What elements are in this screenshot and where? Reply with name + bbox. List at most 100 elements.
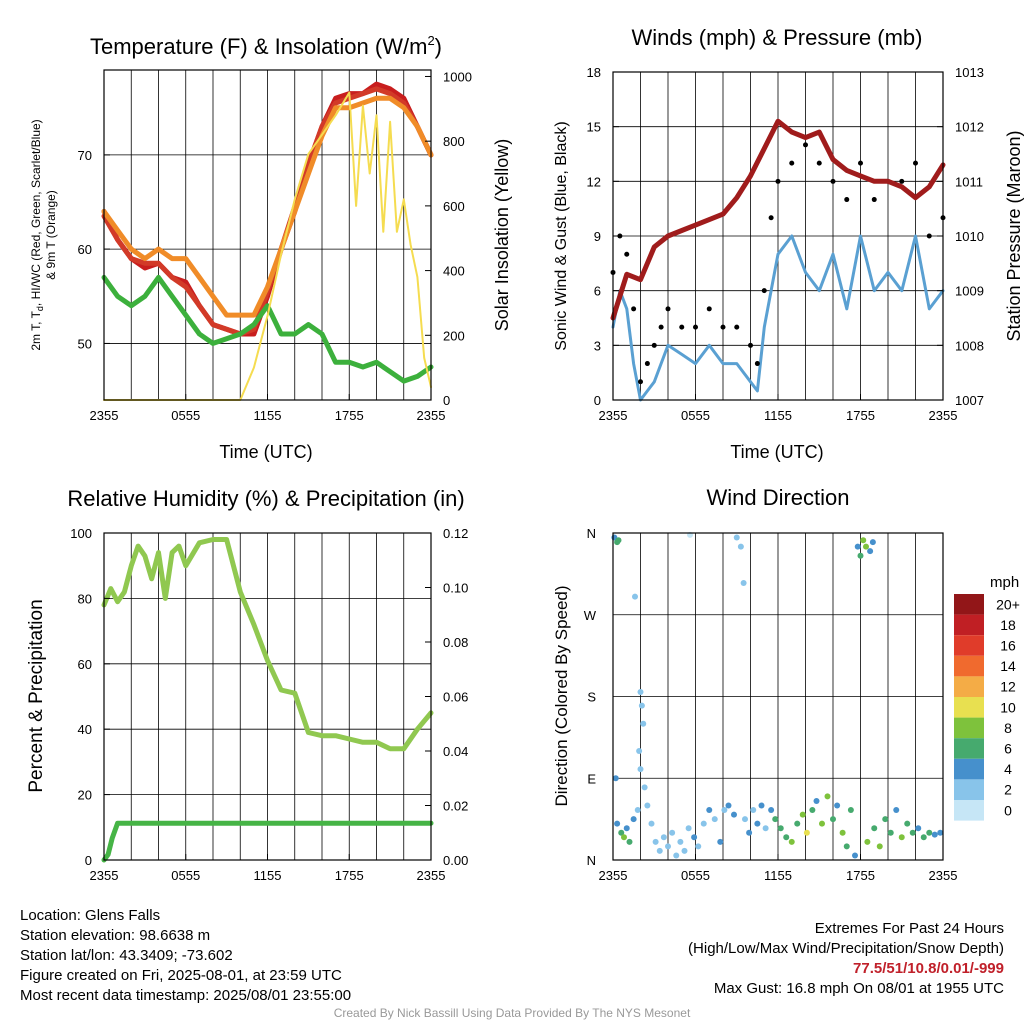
- x-tick-label: 1155: [764, 408, 792, 423]
- relative-humidity-line: [101, 537, 434, 752]
- td-line: [101, 274, 434, 384]
- direction-point: [632, 593, 638, 600]
- y-tick-label-left: 20: [78, 788, 92, 803]
- y-tick-label-left: 100: [70, 526, 92, 541]
- direction-point: [869, 539, 876, 546]
- direction-grid: [613, 533, 943, 860]
- direction-point: [909, 829, 916, 836]
- x-tick-label: 0555: [681, 408, 710, 423]
- temperature-y-label-right: Solar Insolation (Yellow): [492, 139, 512, 331]
- gust-point: [803, 142, 808, 148]
- direction-point: [926, 829, 933, 836]
- x-tick-label: 0555: [171, 868, 200, 883]
- direction-point: [777, 825, 784, 832]
- station-elevation: Station elevation: 98.6638 m: [20, 927, 211, 944]
- x-tick-label: 1755: [335, 408, 364, 423]
- direction-point: [614, 820, 621, 827]
- gust-point: [651, 342, 657, 348]
- direction-point: [677, 838, 684, 845]
- extremes-values: 77.5/51/10.8/0.01/-999: [853, 960, 1004, 977]
- y-tick-label-left: 70: [78, 148, 92, 163]
- colorbar-label: 18: [1000, 617, 1016, 633]
- y-tick-label-left: 50: [78, 336, 92, 351]
- winds-axes: 2355 0555 1155 1755 235503691215181007100810…: [587, 65, 984, 423]
- panel-winds: Winds (mph) & Pressure (mb) 2355 0555 1155…: [553, 25, 1024, 462]
- extremes-legend: (High/Low/Max Wind/Precipitation/Snow De…: [688, 940, 1004, 957]
- y-tick-label: N: [587, 853, 596, 868]
- gust-point: [624, 251, 630, 257]
- sonic-wind-line: [611, 234, 945, 402]
- colorbar-label: 2: [1004, 782, 1012, 798]
- colorbar-swatch: [954, 594, 984, 615]
- direction-point: [854, 543, 861, 550]
- y-tick-label-right: 600: [443, 199, 465, 214]
- gust-point: [734, 324, 740, 330]
- max-gust: Max Gust: 16.8 mph On 08/01 at 1955 UTC: [713, 980, 1004, 997]
- humidity-series: [101, 537, 434, 863]
- y-tick-label-right: 0.00: [443, 853, 468, 868]
- colorbar-swatch: [954, 614, 984, 636]
- y-tick-label: S: [587, 690, 596, 705]
- gust-point: [816, 160, 822, 166]
- x-tick-label: 1755: [335, 868, 364, 883]
- humidity-axes: 2355 0555 1155 1755 23550204060801000.000.02…: [70, 526, 468, 883]
- direction-point: [733, 534, 740, 541]
- direction-point: [871, 825, 878, 832]
- y-tick-label-left: 18: [587, 65, 601, 80]
- gust-point: [631, 306, 637, 312]
- direction-point: [772, 816, 779, 823]
- y-tick-label-right: 0: [443, 393, 450, 408]
- y-tick-label-left: 0: [594, 393, 601, 408]
- direction-point: [656, 847, 663, 854]
- colorbar-label: 4: [1004, 761, 1012, 777]
- direction-point: [618, 829, 625, 836]
- direction-point: [876, 843, 883, 850]
- colorbar-label: 0: [1004, 802, 1012, 818]
- panel-humidity: Relative Humidity (%) & Precipitation (i…: [26, 486, 468, 883]
- colorbar-swatch: [954, 717, 984, 739]
- direction-point: [691, 834, 698, 841]
- gust-point: [844, 197, 850, 203]
- gust-point: [748, 342, 753, 348]
- direction-point: [750, 807, 757, 814]
- y-tick-label-right: 1009: [955, 284, 984, 299]
- direction-point: [843, 843, 850, 850]
- extremes-heading: Extremes For Past 24 Hours: [814, 920, 1004, 937]
- y-tick-label-right: 1011: [955, 174, 983, 189]
- y-tick-label-right: 1007: [955, 393, 984, 408]
- gust-point: [926, 233, 932, 239]
- direction-point: [819, 820, 825, 827]
- credit-line: Created By Nick Bassill Using Data Provi…: [333, 1006, 691, 1020]
- temperature-x-label: Time (UTC): [219, 442, 312, 462]
- gust-point: [789, 160, 795, 166]
- y-tick-label-left: 0: [85, 853, 92, 868]
- winds-x-label: Time (UTC): [730, 442, 823, 462]
- direction-point: [640, 720, 647, 727]
- y-tick-label: N: [587, 526, 596, 541]
- gust-point: [706, 306, 712, 312]
- direction-point: [803, 829, 810, 836]
- colorbar-swatch: [954, 779, 984, 800]
- direction-point: [740, 579, 747, 586]
- panel-direction: Wind Direction 2355 0555 1155 1755 2355NESWN…: [552, 485, 1020, 883]
- y-tick-label-right: 0.06: [443, 690, 468, 705]
- direction-point: [813, 797, 820, 804]
- direction-point: [665, 843, 671, 850]
- humidity-title: Relative Humidity (%) & Precipitation (i…: [67, 486, 464, 511]
- y-tick-label-right: 0.02: [443, 799, 468, 814]
- direction-point: [864, 838, 871, 845]
- gust-point: [638, 379, 643, 385]
- y-tick-label-right: 400: [443, 264, 465, 279]
- x-tick-label: 0555: [171, 408, 200, 423]
- colorbar: 20+ 18 16 14 12 10 8 6 4 2 0: [954, 594, 1020, 821]
- colorbar-swatch: [954, 655, 984, 677]
- direction-point: [839, 829, 846, 836]
- station-info: Location: Glens Falls Station elevation:…: [20, 906, 351, 1006]
- colorbar-swatch: [954, 738, 984, 759]
- direction-point: [860, 537, 867, 544]
- direction-point: [641, 784, 648, 791]
- direction-point: [758, 802, 765, 809]
- colorbar-swatch: [954, 800, 984, 821]
- winds-y-label-left: Sonic Wind & Gust (Blue, Black): [553, 121, 570, 350]
